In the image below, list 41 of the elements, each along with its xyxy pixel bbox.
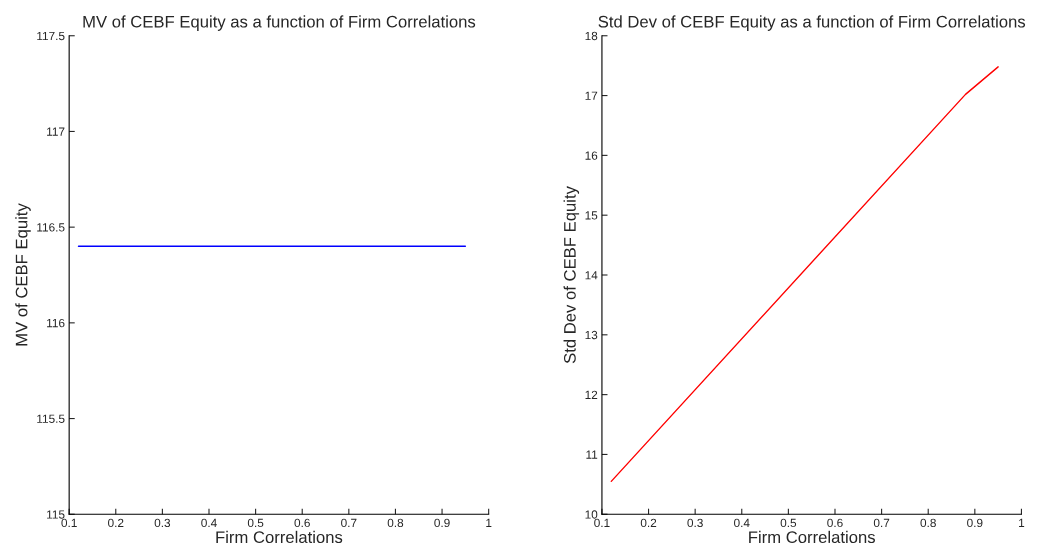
x-tick-label: 0.5 bbox=[780, 518, 797, 528]
y-tick-label: 117 bbox=[47, 127, 65, 136]
y-tick-label: 13 bbox=[585, 330, 598, 340]
y-tick-label: 115.5 bbox=[37, 414, 65, 423]
x-tick-label: 0.7 bbox=[873, 518, 890, 528]
x-tick-label: 0.2 bbox=[108, 518, 124, 528]
x-tick-label: 0.1 bbox=[61, 518, 77, 528]
y-axis-title: MV of CEBF Equity bbox=[15, 203, 31, 346]
x-tick-label: 0.3 bbox=[687, 518, 703, 528]
y-tick-label: 12 bbox=[585, 390, 598, 399]
x-tick-label: 0.4 bbox=[201, 518, 217, 528]
x-axis-title: Firm Correlations bbox=[216, 530, 343, 544]
x-tick-label: 1 bbox=[486, 518, 492, 527]
x-tick-label: 0.3 bbox=[154, 518, 171, 528]
y-tick-label: 18 bbox=[585, 31, 598, 41]
y-tick-label: 10 bbox=[585, 510, 598, 519]
x-axis-title: Firm Correlations bbox=[749, 530, 875, 544]
y-tick-label: 11 bbox=[586, 450, 598, 459]
y-tick-label: 15 bbox=[585, 211, 598, 220]
x-tick-label: 0.6 bbox=[294, 518, 310, 528]
x-tick-label: 0.6 bbox=[827, 518, 843, 528]
x-tick-label: 0.9 bbox=[434, 518, 450, 528]
chart-title: Std Dev of CEBF Equity as a function of Firm Correlations bbox=[598, 15, 1026, 31]
y-tick-label: 14 bbox=[585, 271, 598, 280]
x-tick-label: 0.5 bbox=[247, 518, 264, 528]
y-tick-label: 17 bbox=[585, 91, 598, 100]
x-tick-label: 0.8 bbox=[920, 518, 936, 528]
chart-title: MV of CEBF Equity as a function of Firm Correlations bbox=[83, 15, 476, 31]
y-axis-title: Std Dev of CEBF Equity bbox=[563, 186, 580, 364]
y-tick-label: 116 bbox=[47, 318, 65, 328]
y-tick-label: 116.5 bbox=[37, 223, 65, 232]
x-tick-label: 0.7 bbox=[341, 518, 357, 528]
y-tick-label: 16 bbox=[585, 151, 598, 160]
x-tick-label: 0.1 bbox=[594, 518, 610, 528]
x-tick-label: 0.4 bbox=[734, 518, 750, 528]
x-tick-label: 0.9 bbox=[967, 518, 983, 528]
x-tick-label: 1 bbox=[1019, 518, 1025, 527]
y-tick-label: 115 bbox=[47, 510, 65, 519]
y-tick-label: 117.5 bbox=[37, 31, 65, 41]
x-tick-label: 0.2 bbox=[640, 518, 657, 528]
x-tick-label: 0.8 bbox=[387, 518, 404, 528]
